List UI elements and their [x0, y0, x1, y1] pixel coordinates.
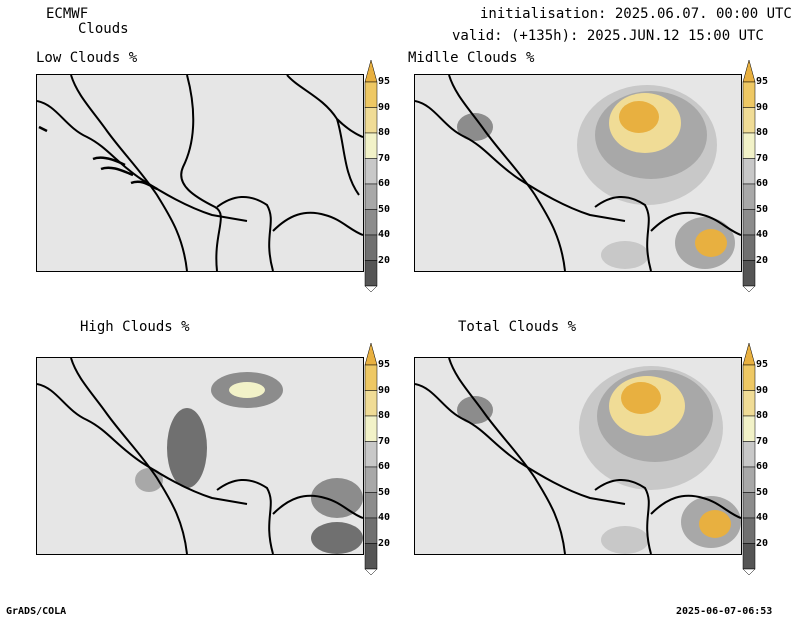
colorbar-label: 50: [378, 486, 391, 498]
colorbar-segment: [364, 209, 378, 236]
colorbar-segment: [742, 260, 756, 287]
colorbar-segment: [364, 441, 378, 468]
colorbar-segment: [742, 183, 756, 210]
colorbar-segment: [364, 466, 378, 493]
colorbar-label: 95: [756, 76, 769, 87]
colorbar-segment: [742, 81, 756, 108]
init-time: initialisation: 2025.06.07. 00:00 UTC: [480, 6, 792, 22]
colorbar-label: 90: [756, 384, 769, 396]
colorbar-segment: [364, 234, 378, 261]
valid-time: valid: (+135h): 2025.JUN.12 15:00 UTC: [452, 28, 764, 44]
colorbar-arrow-bottom: [364, 285, 378, 293]
colorbar-label: 95: [378, 359, 391, 370]
colorbar-label: 95: [378, 76, 391, 87]
colorbar-segment: [742, 158, 756, 185]
colorbar-middle: [742, 59, 756, 296]
colorbar-label: 40: [378, 512, 391, 523]
colorbar-segment: [364, 158, 378, 185]
colorbar-label: 20: [756, 537, 769, 549]
colorbar-low-svg: [364, 59, 378, 293]
colorbar-segment: [742, 492, 756, 519]
colorbar-segment: [364, 81, 378, 108]
colorbar-label: 80: [378, 127, 391, 138]
map-middle-clouds-svg: [415, 75, 741, 271]
colorbar-label: 80: [756, 127, 769, 138]
colorbar-label: 50: [756, 486, 769, 498]
colorbar-arrow-bottom: [742, 285, 756, 293]
colorbar-segment: [742, 517, 756, 544]
colorbar-arrow-top: [364, 342, 378, 366]
colorbar-label: 95: [756, 359, 769, 370]
colorbar-label: 60: [378, 178, 391, 189]
map-low-clouds: [36, 74, 364, 272]
panel-title-high: High Clouds %: [80, 319, 190, 335]
colorbar-segment: [364, 107, 378, 134]
colorbar-label: 50: [378, 203, 391, 215]
colorbar-label: 90: [378, 101, 391, 113]
model-name: ECMWF: [46, 6, 89, 22]
colorbar-segment: [364, 415, 378, 442]
colorbar-segment: [364, 260, 378, 287]
colorbar-label: 20: [378, 537, 391, 549]
colorbar-segment: [742, 466, 756, 493]
panel-title-total: Total Clouds %: [458, 319, 577, 335]
colorbar-low: [364, 59, 378, 296]
colorbar-total: [742, 342, 756, 579]
colorbar-arrow-top: [364, 59, 378, 83]
map-total-clouds-svg: [415, 358, 741, 554]
colorbar-label: 20: [756, 254, 769, 266]
map-middle-clouds: [414, 74, 742, 272]
colorbar-arrow-top: [742, 59, 756, 83]
colorbar-high: [364, 342, 378, 579]
colorbar-label: 60: [756, 461, 769, 472]
colorbar-segment: [742, 364, 756, 391]
map-low-clouds-svg: [37, 75, 363, 271]
map-high-clouds-svg: [37, 358, 363, 554]
colorbar-segment: [742, 132, 756, 159]
colorbar-segment: [364, 364, 378, 391]
colorbar-arrow-top: [742, 342, 756, 366]
colorbar-label: 50: [756, 203, 769, 215]
colorbar-segment: [742, 390, 756, 417]
colorbar-label: 40: [756, 512, 769, 523]
colorbar-label: 70: [756, 435, 769, 447]
colorbar-label: 90: [756, 101, 769, 113]
colorbar-segment: [742, 543, 756, 570]
panel-title-middle: Midlle Clouds %: [408, 50, 535, 66]
colorbar-label: 40: [756, 229, 769, 240]
colorbar-label: 80: [378, 410, 391, 421]
colorbar-segment: [742, 415, 756, 442]
colorbar-segment: [364, 517, 378, 544]
colorbar-label: 70: [378, 152, 391, 164]
colorbar-label: 90: [378, 384, 391, 396]
colorbar-arrow-bottom: [742, 568, 756, 576]
footer-software: GrADS/COLA: [6, 606, 67, 617]
map-total-clouds: [414, 357, 742, 555]
colorbar-label: 60: [756, 178, 769, 189]
panel-title-low: Low Clouds %: [36, 50, 138, 66]
parameter-name: Clouds: [78, 21, 129, 37]
colorbar-label: 60: [378, 461, 391, 472]
colorbar-segment: [742, 107, 756, 134]
colorbar-label: 40: [378, 229, 391, 240]
colorbar-label: 70: [378, 435, 391, 447]
colorbar-label: 20: [378, 254, 391, 266]
colorbar-total-svg: [742, 342, 756, 576]
colorbar-label: 80: [756, 410, 769, 421]
colorbar-high-svg: [364, 342, 378, 576]
colorbar-segment: [742, 209, 756, 236]
colorbar-segment: [742, 441, 756, 468]
footer-timestamp: 2025-06-07-06:53: [676, 606, 773, 617]
colorbar-segment: [364, 543, 378, 570]
colorbar-arrow-bottom: [364, 568, 378, 576]
colorbar-segment: [742, 234, 756, 261]
colorbar-segment: [364, 183, 378, 210]
colorbar-middle-svg: [742, 59, 756, 293]
colorbar-segment: [364, 492, 378, 519]
colorbar-segment: [364, 132, 378, 159]
colorbar-segment: [364, 390, 378, 417]
map-high-clouds: [36, 357, 364, 555]
colorbar-label: 70: [756, 152, 769, 164]
